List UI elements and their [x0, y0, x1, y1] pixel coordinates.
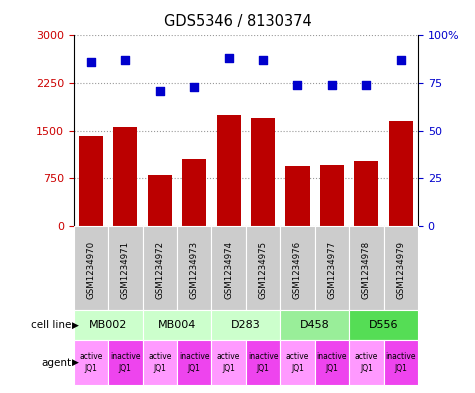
- Text: GSM1234977: GSM1234977: [327, 241, 336, 299]
- Text: active
JQ1: active JQ1: [286, 353, 309, 373]
- Text: inactive
JQ1: inactive JQ1: [110, 353, 141, 373]
- Text: GSM1234976: GSM1234976: [293, 241, 302, 299]
- Text: MB002: MB002: [89, 320, 127, 330]
- Text: GSM1234971: GSM1234971: [121, 241, 130, 299]
- Text: GSM1234970: GSM1234970: [86, 241, 95, 299]
- Text: active
JQ1: active JQ1: [148, 353, 171, 373]
- Text: agent: agent: [41, 358, 71, 367]
- Point: [122, 57, 129, 63]
- Text: inactive
JQ1: inactive JQ1: [248, 353, 278, 373]
- Text: GSM1234972: GSM1234972: [155, 241, 164, 299]
- Point: [225, 55, 232, 61]
- Point: [259, 57, 267, 63]
- Text: active
JQ1: active JQ1: [79, 353, 103, 373]
- Text: inactive
JQ1: inactive JQ1: [317, 353, 347, 373]
- Text: GSM1234974: GSM1234974: [224, 241, 233, 299]
- Text: GDS5346 / 8130374: GDS5346 / 8130374: [163, 14, 312, 29]
- Bar: [113, 127, 137, 226]
- Text: ▶: ▶: [72, 358, 79, 367]
- Bar: [320, 165, 344, 226]
- Text: active
JQ1: active JQ1: [355, 353, 378, 373]
- Text: GSM1234975: GSM1234975: [258, 241, 267, 299]
- Text: MB004: MB004: [158, 320, 196, 330]
- Bar: [217, 115, 241, 226]
- Bar: [79, 136, 103, 226]
- Point: [362, 82, 370, 88]
- Text: cell line: cell line: [31, 320, 71, 330]
- Text: GSM1234979: GSM1234979: [396, 241, 405, 299]
- Bar: [389, 121, 413, 226]
- Bar: [285, 165, 310, 226]
- Text: D458: D458: [300, 320, 330, 330]
- Text: D283: D283: [231, 320, 261, 330]
- Point: [190, 84, 198, 90]
- Text: ▶: ▶: [72, 321, 79, 330]
- Point: [328, 82, 336, 88]
- Bar: [148, 175, 172, 226]
- Text: D556: D556: [369, 320, 399, 330]
- Point: [397, 57, 405, 63]
- Bar: [182, 159, 206, 226]
- Text: inactive
JQ1: inactive JQ1: [179, 353, 209, 373]
- Text: GSM1234978: GSM1234978: [362, 241, 371, 299]
- Bar: [251, 118, 275, 226]
- Text: active
JQ1: active JQ1: [217, 353, 240, 373]
- Text: GSM1234973: GSM1234973: [190, 241, 199, 299]
- Text: inactive
JQ1: inactive JQ1: [386, 353, 416, 373]
- Point: [156, 88, 163, 94]
- Point: [294, 82, 301, 88]
- Bar: [354, 160, 379, 226]
- Point: [87, 59, 95, 65]
